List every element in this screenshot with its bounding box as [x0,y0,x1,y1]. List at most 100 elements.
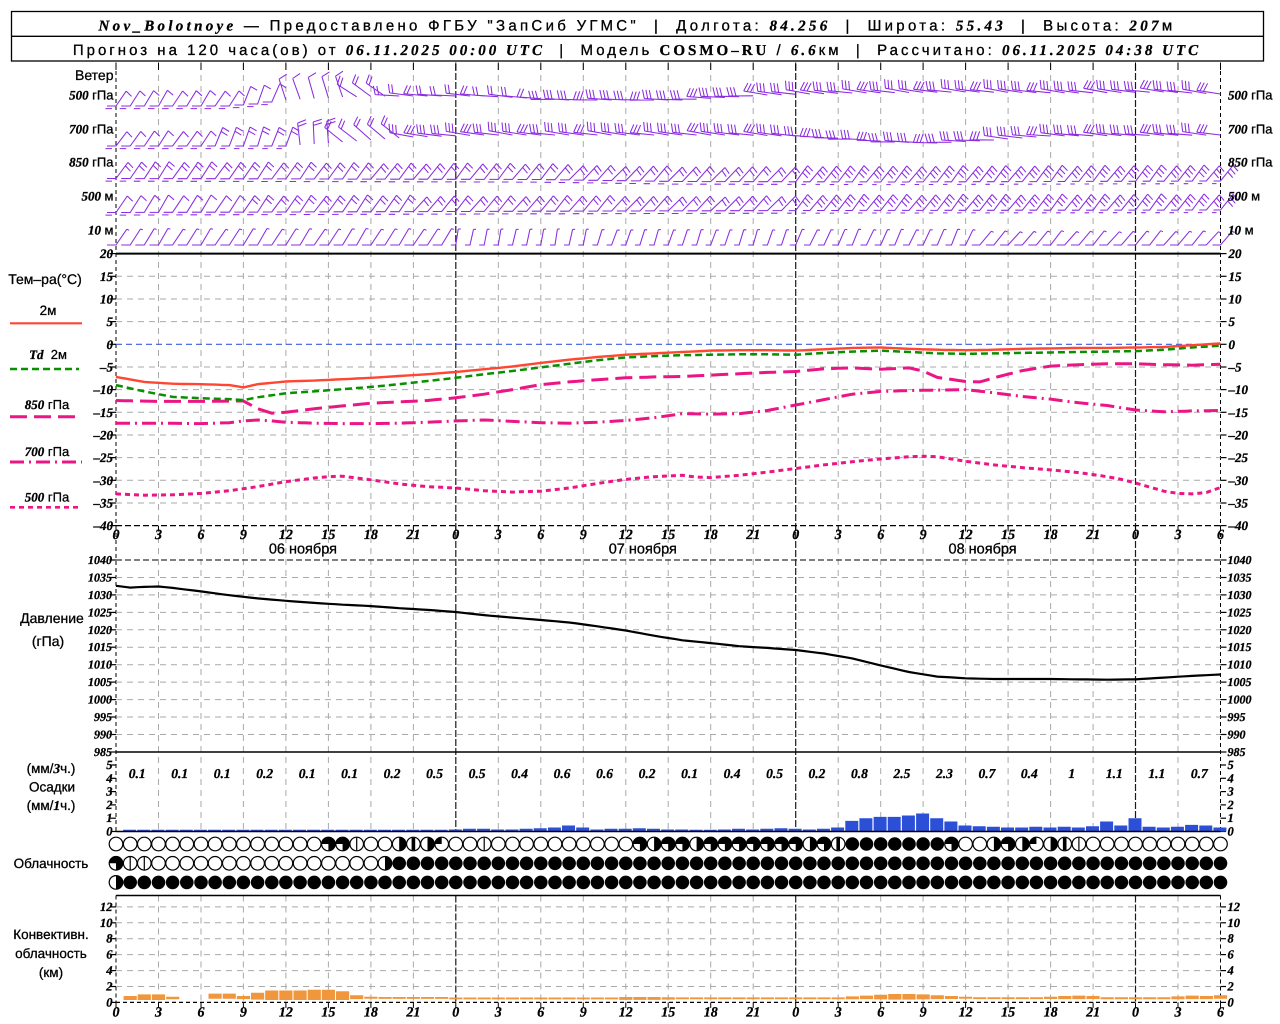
svg-text:0: 0 [452,528,459,543]
svg-text:–40: –40 [93,518,114,533]
svg-text:10 м: 10 м [88,223,114,238]
svg-text:0.2: 0.2 [639,766,656,781]
svg-text:0: 0 [792,1006,799,1021]
svg-text:3: 3 [834,528,842,543]
svg-text:0: 0 [106,995,113,1009]
svg-text:10: 10 [100,916,113,930]
svg-text:6: 6 [877,1006,884,1021]
svg-text:0: 0 [1132,1006,1139,1021]
svg-text:9: 9 [920,1006,927,1021]
svg-text:2: 2 [105,980,112,994]
svg-text:995: 995 [94,710,112,724]
svg-text:08 ноября: 08 ноября [949,542,1017,558]
svg-text:0.7: 0.7 [1191,766,1209,781]
svg-text:15: 15 [100,269,114,284]
svg-text:(гПа): (гПа) [32,633,64,649]
svg-text:15: 15 [1229,269,1243,284]
svg-text:9: 9 [920,528,927,543]
svg-text:5: 5 [1228,758,1234,772]
svg-text:1: 1 [106,811,112,825]
svg-text:–15: –15 [93,405,114,420]
svg-text:1015: 1015 [88,640,112,654]
svg-text:0.6: 0.6 [554,766,571,781]
svg-text:(мм/3ч.): (мм/3ч.) [27,761,76,776]
svg-text:15: 15 [661,1006,675,1021]
svg-text:облачность: облачность [15,946,87,961]
svg-text:–40: –40 [1228,518,1249,533]
svg-text:1010: 1010 [88,658,112,672]
svg-text:0: 0 [792,528,799,543]
svg-text:1000: 1000 [88,693,112,707]
svg-text:18: 18 [1044,528,1058,543]
svg-text:21: 21 [745,528,760,543]
svg-text:21: 21 [405,1006,420,1021]
svg-text:10: 10 [1229,292,1243,307]
svg-text:1040: 1040 [1228,553,1252,567]
svg-text:0.1: 0.1 [171,766,188,781]
svg-text:0.2: 0.2 [256,766,273,781]
svg-text:–10: –10 [93,382,114,397]
svg-text:0.1: 0.1 [129,766,146,781]
svg-text:6: 6 [198,528,205,543]
svg-text:–35: –35 [93,496,114,511]
svg-text:1035: 1035 [1228,571,1252,585]
svg-text:0.7: 0.7 [978,766,996,781]
svg-text:3: 3 [154,1006,162,1021]
svg-text:–10: –10 [1228,382,1249,397]
svg-text:–30: –30 [93,473,114,488]
svg-text:10: 10 [100,292,114,307]
svg-text:1020: 1020 [88,623,112,637]
svg-text:1.1: 1.1 [1148,766,1165,781]
svg-text:18: 18 [704,1006,718,1021]
svg-text:0.6: 0.6 [596,766,613,781]
svg-text:–35: –35 [1228,496,1249,511]
svg-text:0: 0 [1229,337,1236,352]
svg-text:–20: –20 [1228,428,1249,443]
svg-text:0.2: 0.2 [384,766,401,781]
svg-text:6: 6 [1217,1006,1224,1021]
svg-text:1: 1 [1228,811,1234,825]
svg-text:21: 21 [405,528,420,543]
svg-text:0: 0 [1228,825,1235,839]
svg-text:0: 0 [1228,995,1235,1009]
svg-text:15: 15 [1001,528,1015,543]
svg-text:2.3: 2.3 [935,766,953,781]
svg-text:9: 9 [580,528,587,543]
svg-text:990: 990 [1228,728,1246,742]
svg-text:–15: –15 [1228,405,1249,420]
svg-text:850 гПа: 850 гПа [1228,155,1273,170]
svg-text:2: 2 [105,798,112,812]
svg-text:0.4: 0.4 [724,766,741,781]
svg-text:0.5: 0.5 [469,766,486,781]
svg-text:0.1: 0.1 [299,766,316,781]
svg-text:850 гПа: 850 гПа [69,155,114,170]
svg-text:10 м: 10 м [1228,223,1254,238]
svg-text:21: 21 [745,1006,760,1021]
svg-text:6: 6 [877,528,884,543]
svg-text:0.5: 0.5 [426,766,443,781]
svg-text:Осадки: Осадки [29,780,75,795]
svg-text:12: 12 [959,1006,973,1021]
svg-text:700 гПа: 700 гПа [1228,122,1273,137]
svg-text:0: 0 [107,337,114,352]
svg-text:1035: 1035 [88,571,112,585]
svg-text:–25: –25 [1228,450,1249,465]
svg-text:3: 3 [154,528,162,543]
svg-text:21: 21 [1085,1006,1100,1021]
svg-text:1030: 1030 [88,588,112,602]
svg-text:700 гПа: 700 гПа [25,444,70,459]
svg-text:6: 6 [1228,948,1235,962]
svg-text:3: 3 [1227,785,1234,799]
svg-text:12: 12 [619,1006,633,1021]
svg-text:0: 0 [113,528,120,543]
svg-text:Облачность: Облачность [14,856,89,871]
svg-text:6: 6 [106,948,113,962]
svg-text:4: 4 [1227,964,1234,978]
svg-text:Давление: Давление [20,610,84,626]
svg-text:0.4: 0.4 [511,766,528,781]
svg-text:–25: –25 [93,450,114,465]
svg-text:1: 1 [1068,766,1075,781]
svg-text:6: 6 [537,1006,544,1021]
svg-text:0: 0 [106,825,113,839]
svg-text:15: 15 [321,1006,335,1021]
